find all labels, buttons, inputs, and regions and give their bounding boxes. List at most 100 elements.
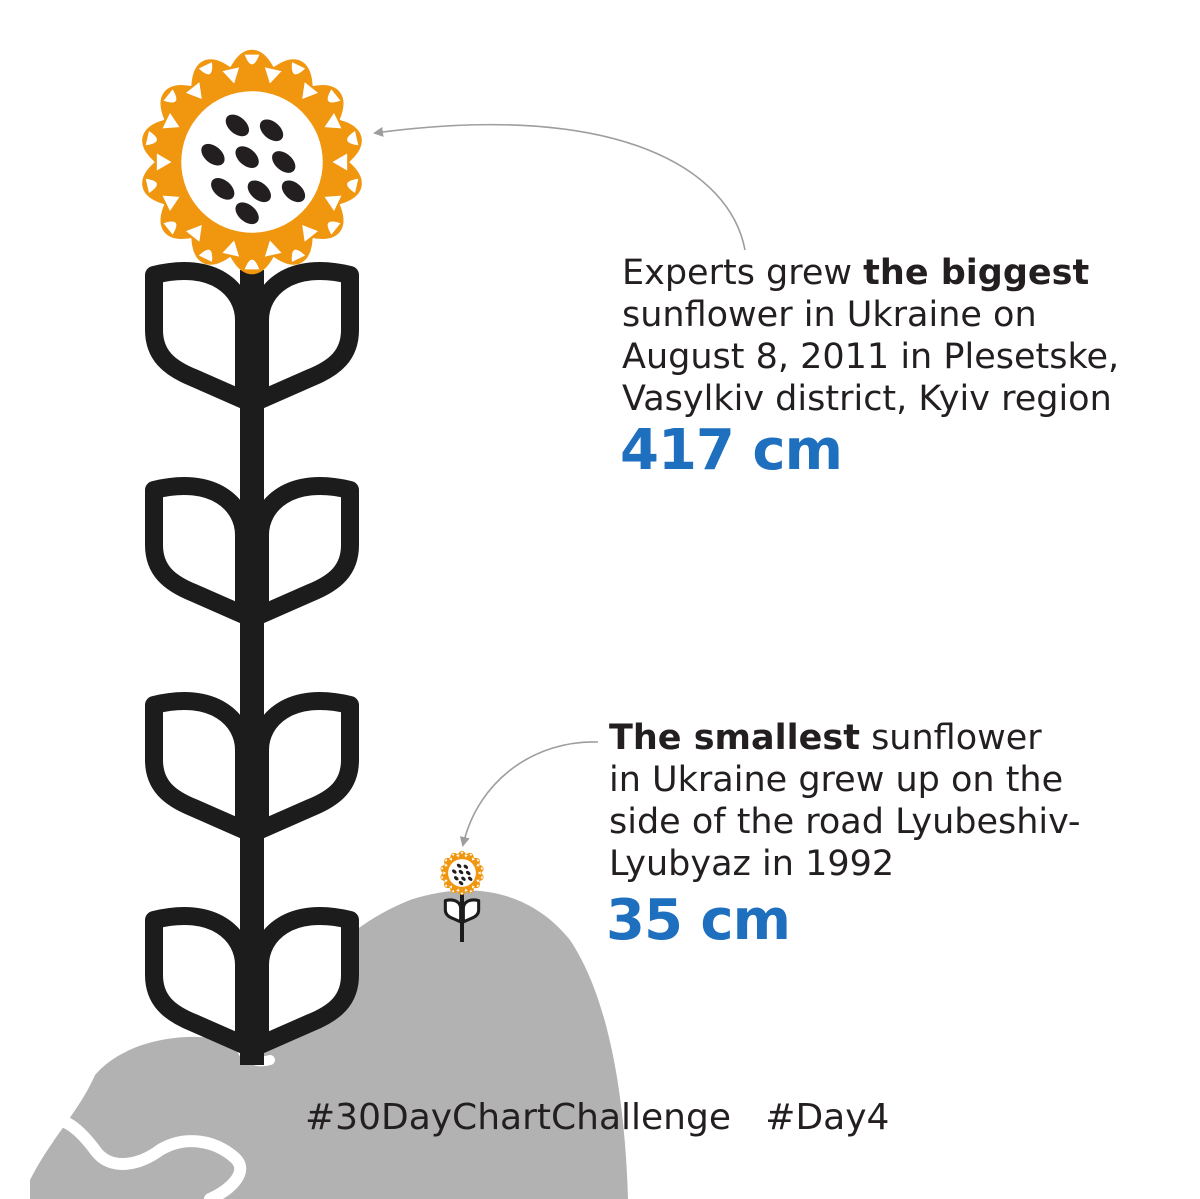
- big-sunflower-stem: [145, 262, 359, 1065]
- smallest-bold: The smallest: [609, 718, 860, 758]
- biggest-line-2: sunflower in Ukraine on: [622, 295, 1037, 335]
- small-petal-gap: [460, 892, 464, 895]
- big-petal-gap: [291, 249, 306, 262]
- small-notch: [464, 888, 468, 892]
- big-petal-gap: [244, 54, 260, 65]
- big-leaf-right: [251, 692, 359, 839]
- small-seed: [458, 880, 464, 886]
- biggest-line-3: August 8, 2011 in Plesetske,: [622, 337, 1120, 377]
- small-notch: [444, 879, 448, 883]
- small-petal-gap: [444, 858, 448, 862]
- small-notch: [456, 888, 460, 892]
- small-notch: [449, 857, 453, 861]
- footer-hashtags: #30DayChartChallenge #Day4: [305, 1097, 890, 1138]
- big-leaf-right: [251, 262, 359, 409]
- smallest-line-3: side of the road Lyubeshiv-: [609, 802, 1081, 842]
- smallest-annotation: The smallest sunflower in Ukraine grew u…: [609, 717, 1081, 885]
- big-seed: [225, 114, 250, 137]
- small-seed: [461, 876, 466, 881]
- big-leaf-pair: [145, 262, 359, 409]
- small-head: [440, 850, 484, 896]
- big-notch: [324, 113, 342, 129]
- small-seed: [465, 870, 471, 876]
- big-seed: [235, 146, 259, 168]
- biggest-bold: the biggest: [863, 253, 1090, 293]
- biggest-value-label: 417 cm: [620, 418, 843, 483]
- smallest-line-4: Lyubyaz in 1992: [609, 844, 895, 884]
- small-notch: [444, 863, 448, 867]
- arrow-icon: [373, 123, 746, 251]
- big-petal-gap: [327, 221, 341, 235]
- small-leaf-pair: [443, 898, 481, 924]
- small-seed: [456, 863, 462, 868]
- big-head: [142, 50, 362, 274]
- small-petal-gap: [480, 876, 483, 880]
- small-notch: [443, 871, 447, 875]
- small-notch: [464, 854, 468, 858]
- arrow-icon: [459, 741, 599, 847]
- small-notch: [476, 863, 480, 867]
- big-seed: [235, 202, 259, 225]
- big-notch: [302, 224, 319, 242]
- big-petal-gap: [327, 89, 341, 103]
- small-notch: [471, 885, 475, 889]
- small-seed: [458, 869, 464, 875]
- small-notch: [449, 885, 453, 889]
- small-notch: [471, 857, 475, 861]
- small-petal-gap: [476, 884, 480, 888]
- small-seed: [463, 864, 469, 869]
- small-petal-gap: [441, 866, 444, 870]
- small-petal-gap: [476, 858, 480, 862]
- big-leaf-right: [251, 477, 359, 624]
- big-notch: [222, 67, 240, 84]
- big-petal-gap: [163, 221, 177, 235]
- big-petal-gap: [347, 178, 359, 194]
- small-notch: [477, 871, 481, 875]
- big-petal-gap: [145, 178, 157, 194]
- small-petal-gap: [469, 890, 473, 893]
- big-seed: [259, 119, 284, 142]
- big-petal-gap: [198, 249, 213, 262]
- small-notch: [456, 854, 460, 858]
- small-seed: [452, 869, 457, 874]
- small-seed: [467, 876, 473, 881]
- big-leaf-left: [145, 477, 253, 624]
- big-leaf-left: [145, 262, 253, 409]
- big-sunflower-head-icon: [142, 50, 362, 274]
- smallest-suffix: sunflower: [859, 718, 1042, 758]
- small-petal-gap: [451, 853, 455, 856]
- small-petal-gap: [441, 876, 444, 880]
- small-sunflower-icon: [440, 850, 484, 942]
- small-petal-gap: [469, 853, 473, 856]
- small-leaf-left: [443, 898, 463, 924]
- big-seed: [247, 180, 271, 203]
- big-notch: [185, 224, 202, 242]
- big-petal-gap: [163, 89, 177, 103]
- small-petal-gap: [444, 884, 448, 888]
- smallest-line-2: in Ukraine grew up on the: [609, 760, 1064, 800]
- big-leaf-left: [145, 692, 253, 839]
- small-leaf-right: [461, 898, 481, 924]
- big-petal-gap: [198, 62, 213, 75]
- biggest-line-1: Experts grew the biggest: [622, 252, 1119, 294]
- big-seed: [201, 143, 225, 166]
- smallest-value-label: 35 cm: [606, 888, 791, 953]
- biggest-line-4: Vasylkiv district, Kyiv region: [622, 379, 1112, 419]
- big-notch: [302, 82, 319, 100]
- small-seed: [453, 876, 459, 881]
- big-notch: [185, 82, 202, 100]
- big-notch: [264, 67, 282, 84]
- big-notch: [324, 195, 342, 211]
- big-notch: [162, 195, 180, 211]
- small-notch: [476, 879, 480, 883]
- big-notch: [156, 153, 172, 171]
- biggest-annotation: Experts grew the biggest sunflower in Uk…: [622, 252, 1119, 420]
- big-notch: [162, 113, 180, 129]
- big-notch: [332, 153, 348, 171]
- big-leaf-pair: [145, 477, 359, 624]
- big-seed: [281, 180, 306, 203]
- big-seed: [272, 151, 296, 173]
- big-petal-gap: [347, 130, 359, 146]
- big-petal-gap: [244, 259, 260, 270]
